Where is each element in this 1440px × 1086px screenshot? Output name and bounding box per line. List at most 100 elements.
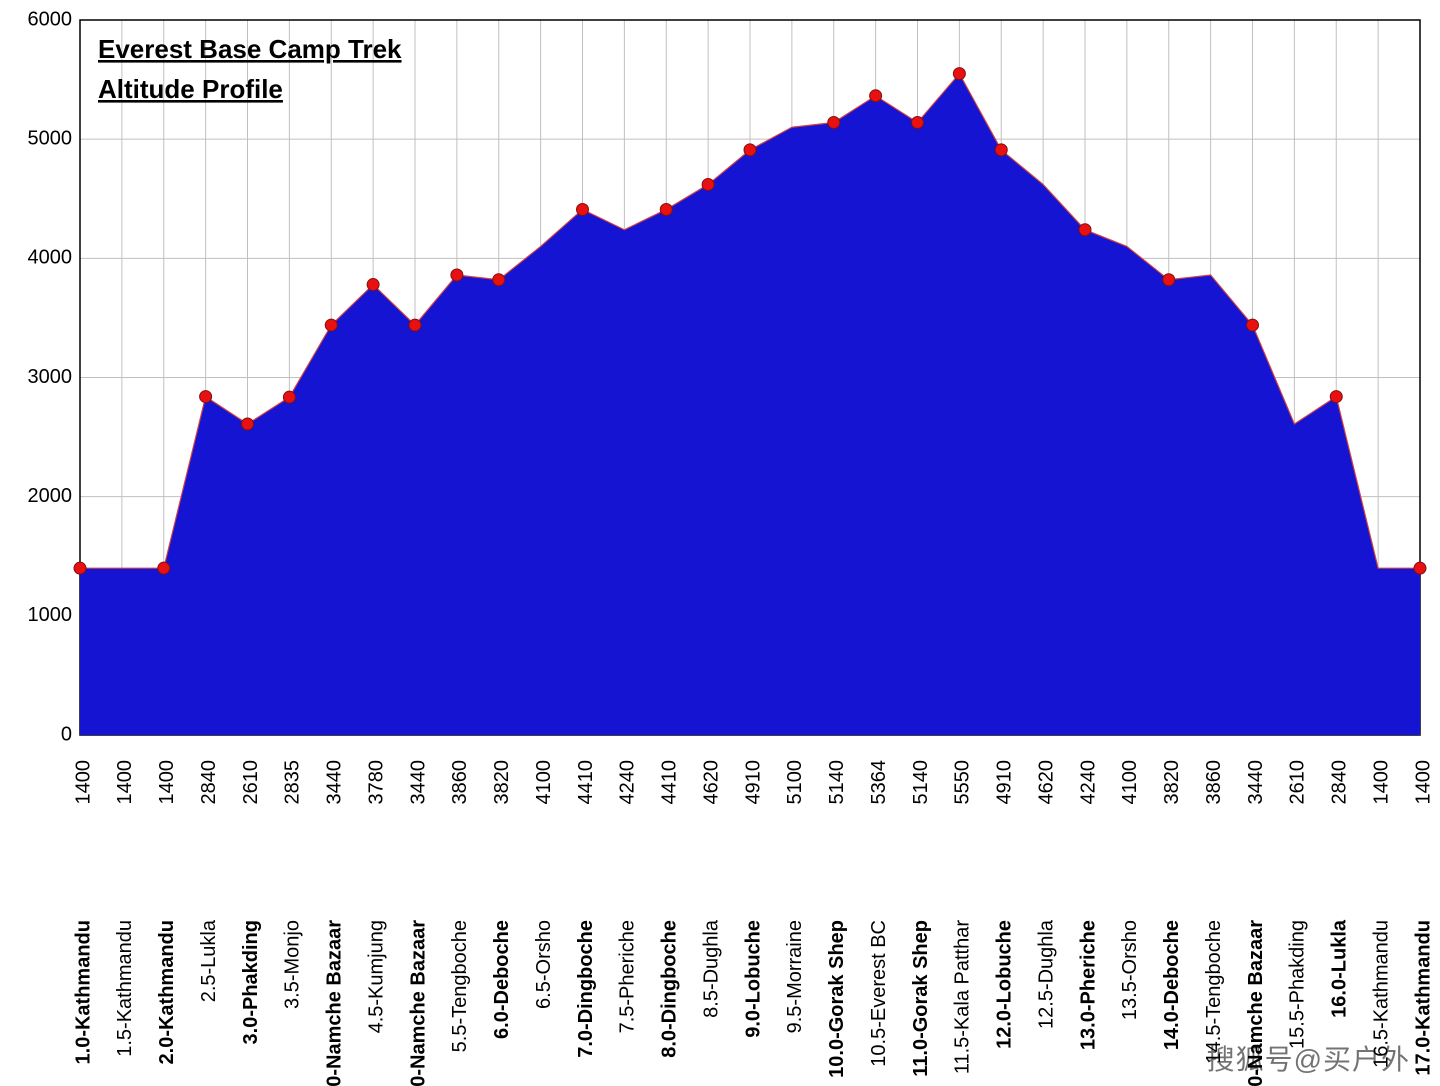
altitude-profile-chart: 0 1000 2000 3000 4000 5000 6000 1400 1.0-Kathman… [0,0,1440,1086]
x-altitude-label: 3860 [1203,760,1225,805]
x-altitude-label: 3440 [1245,760,1267,805]
data-marker [953,68,965,80]
x-altitude-label: 2835 [282,760,304,805]
x-location-label: 17.0-Kathmandu [1412,920,1434,1076]
x-altitude-label: 4100 [533,760,555,805]
x-location-label: 13.0-Pheriche [1077,920,1099,1050]
y-tick-label: 2000 [28,485,73,507]
x-altitude-label: 4410 [659,760,681,805]
data-marker [74,562,86,574]
x-location-label: 9.0-Lobuche [742,920,764,1038]
x-location-label: 9.5-Morraine [784,920,806,1033]
x-location-label: 11.0-Gorak Shep [910,920,932,1077]
x-altitude-label: 4100 [1119,760,1141,805]
data-marker [577,203,589,215]
x-altitude-label: 2840 [198,760,220,805]
data-marker [912,116,924,128]
x-location-label: 10.5-Everest BC [868,920,890,1067]
x-location-label: 3.5-Monjo [282,920,304,1009]
x-altitude-label: 5364 [868,760,890,805]
x-location-label: 6.5-Orsho [533,920,555,1009]
x-location-label: 7.0-Dingboche [575,920,597,1058]
y-tick-label: 4000 [28,247,73,269]
data-marker [1330,391,1342,403]
x-altitude-label: 5140 [910,760,932,805]
y-tick-label: 3000 [28,366,73,388]
x-altitude-label: 1400 [114,760,136,805]
chart-title-line1: Everest Base Camp Trek [98,34,402,64]
data-marker [409,319,421,331]
x-altitude-label: 5140 [826,760,848,805]
x-location-label: 2.0-Kathmandu [156,920,178,1064]
data-marker [744,144,756,156]
x-altitude-label: 2840 [1329,760,1351,805]
x-location-label: 12.0-Lobuche [994,920,1016,1049]
x-altitude-label: 1400 [1370,760,1392,805]
x-altitude-label: 3820 [491,760,513,805]
x-altitude-label: 1400 [1412,760,1434,805]
x-altitude-label: 4240 [617,760,639,805]
x-altitude-label: 4910 [742,760,764,805]
x-altitude-label: 3780 [365,760,387,805]
x-location-label: 5.5-Tengboche [449,920,471,1052]
y-tick-label: 6000 [28,8,73,30]
data-marker [325,319,337,331]
data-marker [1414,562,1426,574]
x-location-label: 5.0-Namche Bazaar [407,920,429,1086]
x-altitude-label: 4410 [575,760,597,805]
x-altitude-label: 3860 [449,760,471,805]
data-marker [367,279,379,291]
data-marker [1163,274,1175,286]
data-marker [451,269,463,281]
data-marker [870,90,882,102]
data-marker [283,391,295,403]
x-location-label: 6.0-Deboche [491,920,513,1039]
x-location-label: 16.5-Kathmandu [1370,920,1392,1068]
x-altitude-label: 4240 [1077,760,1099,805]
x-altitude-label: 5100 [784,760,806,805]
x-altitude-label: 3440 [324,760,346,805]
x-altitude-label: 5550 [952,760,974,805]
x-location-label: 14.5-Tengboche [1203,920,1225,1063]
x-altitude-label: 4910 [994,760,1016,805]
data-marker [493,274,505,286]
x-location-label: 12.5-Dughla [1035,919,1057,1029]
x-location-label: 4.5-Kumjung [365,920,387,1033]
x-altitude-label: 1400 [72,760,94,805]
x-location-label: 8.0-Dingboche [659,920,681,1058]
data-marker [995,144,1007,156]
x-altitude-label: 4620 [700,760,722,805]
data-marker [158,562,170,574]
data-marker [1247,319,1259,331]
x-location-label: 3.0-Phakding [240,920,262,1044]
x-location-label: 16.0-Lukla [1329,919,1351,1018]
x-location-label: 14.0-Deboche [1161,920,1183,1050]
data-marker [242,418,254,430]
x-location-label: 1.5-Kathmandu [114,920,136,1057]
x-location-label: 8.5-Dughla [700,919,722,1018]
y-tick-label: 1000 [28,604,73,626]
y-tick-label: 5000 [28,127,73,149]
x-location-label: 4.0-Namche Bazaar [324,920,346,1086]
data-marker [660,203,672,215]
x-location-label: 15.0-Namche Bazaar [1245,920,1267,1086]
data-marker [702,178,714,190]
x-altitude-label: 3440 [407,760,429,805]
chart-title-line2: Altitude Profile [98,74,283,104]
x-location-label: 15.5-Phakding [1287,920,1309,1049]
x-location-label: 10.0-Gorak Shep [826,920,848,1078]
x-altitude-label: 2610 [240,760,262,805]
x-location-label: 11.5-Kala Patthar [952,920,974,1075]
x-altitude-label: 2610 [1287,760,1309,805]
x-altitude-label: 4620 [1035,760,1057,805]
data-marker [200,391,212,403]
x-location-label: 7.5-Pheriche [617,920,639,1033]
x-location-label: 1.0-Kathmandu [72,920,94,1064]
data-marker [1079,224,1091,236]
x-altitude-label: 1400 [156,760,178,805]
data-marker [828,116,840,128]
y-tick-label: 0 [61,723,72,745]
x-location-label: 2.5-Lukla [198,919,220,1002]
x-altitude-label: 3820 [1161,760,1183,805]
x-location-label: 13.5-Orsho [1119,920,1141,1020]
